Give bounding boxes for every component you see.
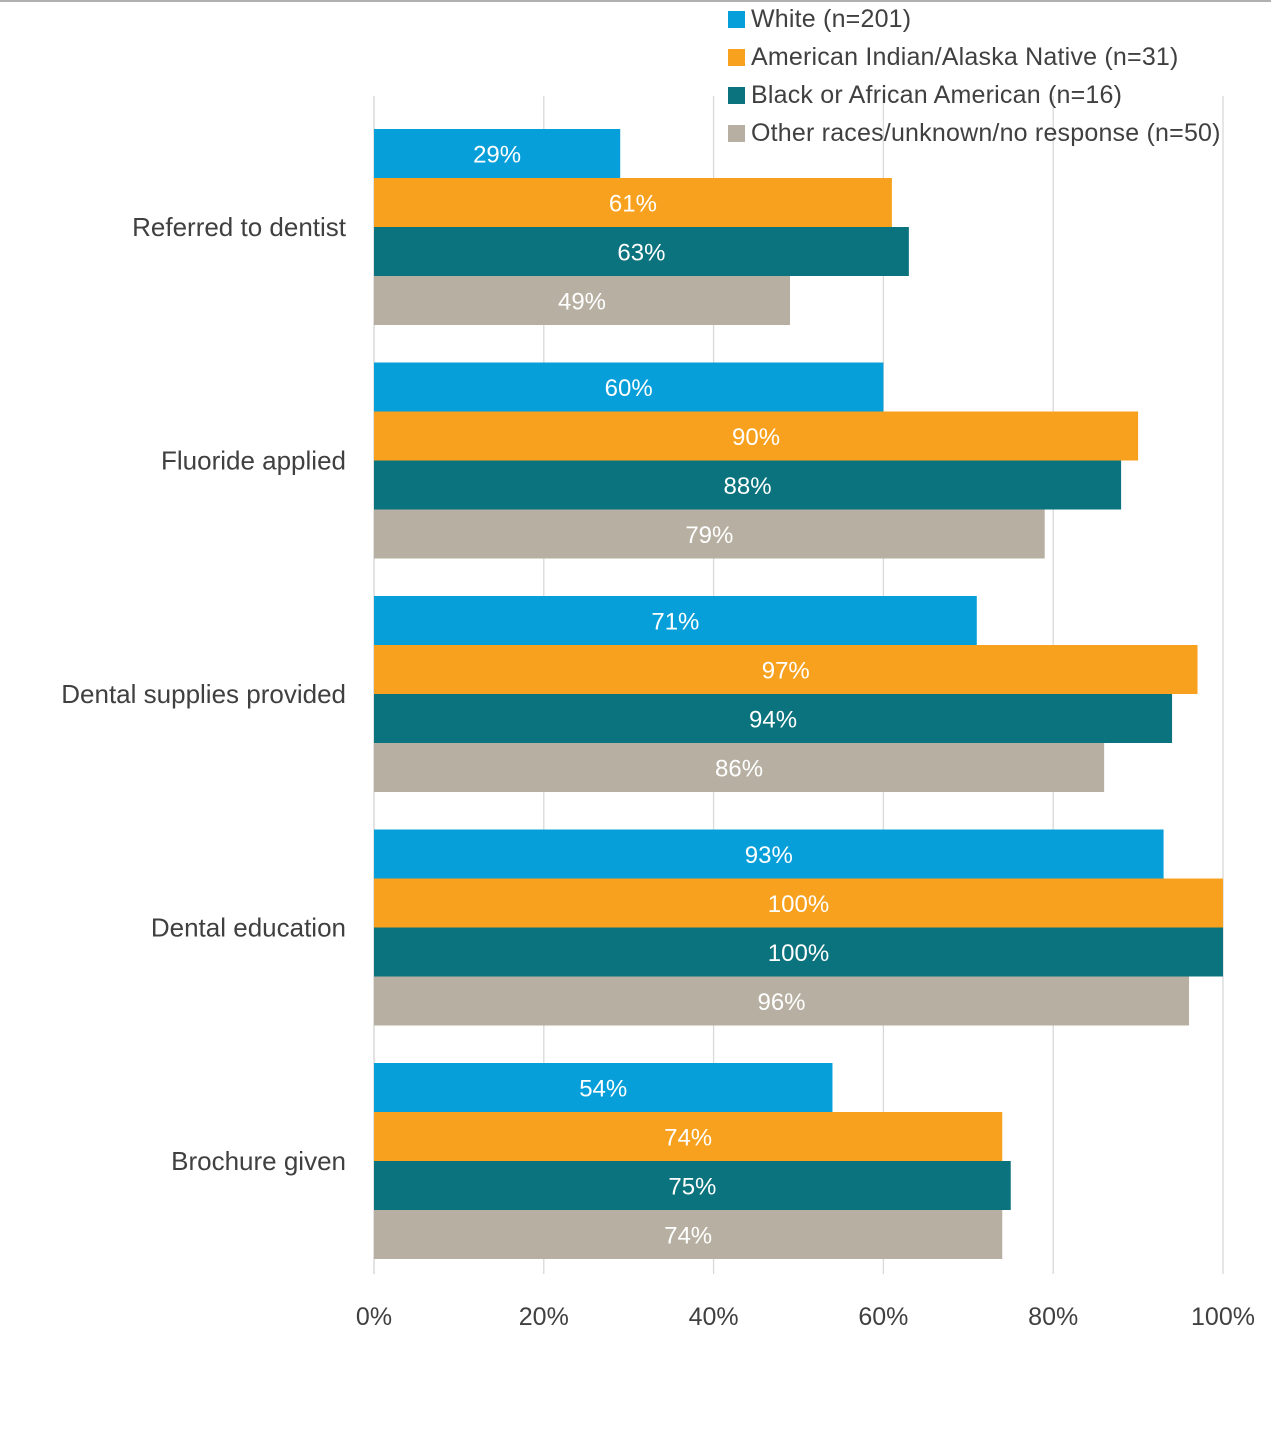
bar [374, 227, 909, 276]
legend-label: White (n=201) [751, 4, 912, 33]
bar [374, 976, 1190, 1026]
data-label: 93% [745, 842, 793, 869]
bars [374, 129, 1223, 1259]
bar [374, 1210, 1003, 1259]
x-tick-label: 0% [356, 1303, 392, 1331]
x-tick-label: 20% [519, 1303, 569, 1331]
bar [374, 411, 1139, 461]
bar [374, 1161, 1011, 1210]
bar [374, 878, 1223, 928]
bar [374, 1112, 1003, 1161]
bar [374, 829, 1164, 879]
data-label: 90% [732, 424, 780, 451]
data-label: 49% [558, 289, 606, 316]
data-labels: 29% 61% 63% 49% 60% 90% 88% 79% 71% 97% 94% 86% 93% 1… [473, 142, 829, 1250]
bar [374, 129, 621, 178]
bar [374, 596, 977, 645]
legend-swatch [728, 10, 745, 28]
data-label: 71% [651, 609, 699, 636]
legend-item: Black or African American (n=16) [728, 76, 1221, 114]
data-label: 100% [768, 891, 829, 918]
data-label: 94% [749, 707, 797, 734]
bar [374, 178, 892, 227]
bar [374, 276, 791, 325]
bar [374, 1063, 833, 1112]
x-tick-labels: 0% 20% 40% 60% 80% 100% [356, 1303, 1255, 1331]
x-tick-label: 80% [1028, 1303, 1078, 1331]
data-label: 75% [668, 1174, 716, 1201]
data-label: 54% [579, 1076, 627, 1103]
data-label: 60% [605, 375, 653, 402]
data-label: 100% [768, 940, 829, 967]
category-label: Brochure given [171, 1146, 346, 1176]
legend: White (n=201) American Indian/Alaska Nat… [728, 0, 1221, 152]
legend-item: White (n=201) [728, 0, 1221, 38]
category-label: Dental supplies provided [61, 679, 346, 709]
data-label: 61% [609, 191, 657, 218]
x-tick-label: 60% [858, 1303, 908, 1331]
data-label: 96% [757, 989, 805, 1016]
legend-swatch [728, 48, 745, 66]
bar [374, 362, 884, 412]
x-tick-label: 40% [689, 1303, 739, 1331]
category-label: Dental education [151, 913, 346, 943]
bar [374, 509, 1045, 559]
legend-label: American Indian/Alaska Native (n=31) [751, 42, 1179, 71]
bar [374, 743, 1105, 792]
data-label: 97% [762, 658, 810, 685]
legend-label: Other races/unknown/no response (n=50) [751, 118, 1221, 147]
legend-swatch [728, 124, 745, 142]
bar [374, 694, 1173, 743]
legend-item: Other races/unknown/no response (n=50) [728, 114, 1221, 152]
data-label: 88% [724, 473, 772, 500]
data-label: 86% [715, 756, 763, 783]
bar [374, 645, 1198, 694]
legend-item: American Indian/Alaska Native (n=31) [728, 38, 1221, 76]
bar [374, 927, 1223, 977]
x-tick-label: 100% [1191, 1303, 1255, 1331]
legend-label: Black or African American (n=16) [751, 80, 1123, 109]
legend-swatch [728, 86, 745, 104]
category-label: Referred to dentist [132, 212, 347, 242]
bar [374, 460, 1122, 510]
category-labels: Referred to dentist Fluoride applied Denta… [61, 212, 347, 1176]
data-label: 29% [473, 142, 521, 169]
data-label: 74% [664, 1223, 712, 1250]
data-label: 63% [617, 240, 665, 267]
data-label: 79% [685, 522, 733, 549]
data-label: 74% [664, 1125, 712, 1152]
top-rule [0, 0, 1271, 2]
category-label: Fluoride applied [161, 446, 346, 476]
